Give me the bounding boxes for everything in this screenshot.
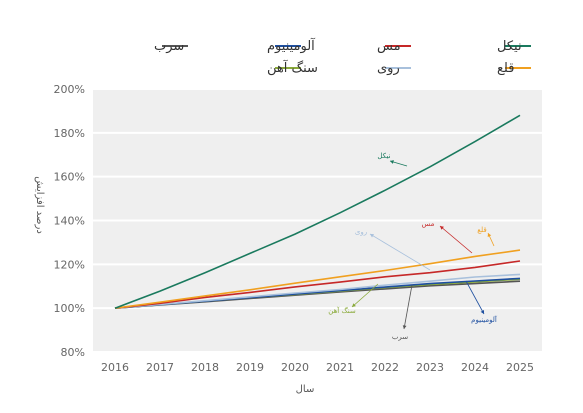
x-tick-label: 2022 [371,361,399,374]
annotation-label: قلع [477,226,486,234]
legend-label: قلع [497,61,514,76]
y-tick-label: 100% [54,302,85,315]
x-axis-ticks: 2016 2017 2018 2019 2020 2021 2022 2023 2024 2025 [101,361,534,374]
annotation-arrowhead [402,325,407,329]
series-lines [114,114,521,309]
x-tick-label: 2023 [416,361,444,374]
annotation-label: روی [355,228,367,236]
annotation-arrowhead [487,233,492,237]
annotation-arrowhead [480,310,485,314]
y-tick-label: 120% [54,258,85,271]
y-tick-label: 160% [54,171,85,184]
annotations: نیکل مس روی قلع آلومینیوم سنگ آهن سرب [328,152,498,341]
annotation-arrowhead [390,160,394,164]
y-axis-ticks: 80% 100% 120% 140% 160% 180% 200% [54,83,85,359]
annotation-label: سنگ آهن [328,306,356,315]
series-line [114,260,521,309]
x-tick-label: 2016 [101,361,129,374]
annotation-arrowhead [440,226,444,230]
x-tick-label: 2024 [461,361,489,374]
gridlines [93,88,542,353]
x-tick-label: 2017 [146,361,174,374]
legend: نیکل مس سرب قلع روی آلومینیوم سنگ آهن [154,37,531,76]
annotation-arrow [403,284,413,330]
x-axis-title: سال [296,384,315,395]
annotation-arrow [465,280,485,315]
annotation-label: نیکل [377,152,390,160]
annotation-arrowhead [370,234,374,238]
annotation-arrowhead [352,303,356,307]
annotation-label: مس [422,220,435,228]
series-line [114,114,521,309]
series-line [114,273,521,309]
annotation-arrow [369,233,431,271]
x-tick-label: 2018 [191,361,219,374]
annotation-label: سرب [392,333,408,341]
legend-label: نیکل [497,39,522,54]
legend-label: روی [377,61,400,76]
annotation-arrow [439,225,473,254]
annotation-label: آلومینیوم [471,315,498,324]
x-tick-label: 2025 [506,361,534,374]
legend-label: آلومینیوم [267,37,316,54]
y-axis-title: درصد افزایش [34,176,45,234]
y-tick-label: 180% [54,127,85,140]
x-tick-label: 2019 [236,361,264,374]
annotation-arrow [351,283,379,308]
legend-label: سرب [154,39,184,54]
y-tick-label: 200% [54,83,85,96]
legend-label: مس [377,39,401,54]
x-tick-label: 2020 [281,361,309,374]
x-tick-label: 2021 [326,361,354,374]
y-tick-label: 80% [61,346,85,359]
y-tick-label: 140% [54,215,85,228]
legend-label: سنگ آهن [267,59,318,76]
series-line [114,249,521,309]
